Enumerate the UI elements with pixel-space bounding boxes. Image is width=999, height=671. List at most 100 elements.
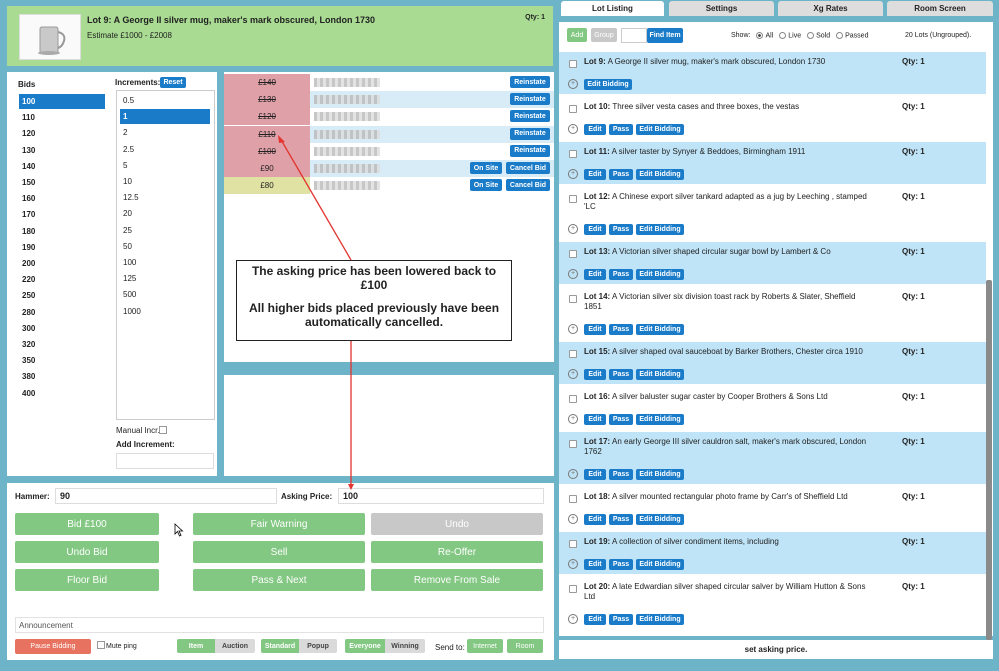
send-internet-button[interactable]: Internet <box>467 639 503 653</box>
on-site-button[interactable]: On Site <box>470 162 502 174</box>
pass-button[interactable]: Pass <box>609 124 633 135</box>
bid-option[interactable]: 300 <box>22 323 36 333</box>
pass-button[interactable]: Pass <box>609 559 633 570</box>
lot-checkbox[interactable] <box>569 250 577 258</box>
edit-bidding-button[interactable]: Edit Bidding <box>636 224 684 235</box>
increment-option[interactable]: 12.5 <box>123 193 139 203</box>
pass-button[interactable]: Pass <box>609 269 633 280</box>
lot-row[interactable]: Lot 17: An early George III silver cauld… <box>559 432 986 484</box>
zoom-icon[interactable]: + <box>568 269 578 279</box>
increment-option[interactable]: 2 <box>123 128 128 138</box>
manual-incr-checkbox[interactable] <box>159 426 167 434</box>
increment-option[interactable]: 25 <box>123 225 132 235</box>
lot-checkbox[interactable] <box>569 60 577 68</box>
edit-bidding-button[interactable]: Edit Bidding <box>636 614 684 625</box>
edit-button[interactable]: Edit <box>584 324 606 335</box>
increment-option[interactable]: 1000 <box>123 306 141 316</box>
pass-next-button[interactable]: Pass & Next <box>193 569 365 591</box>
edit-button[interactable]: Edit <box>584 514 606 525</box>
bid-option[interactable]: 140 <box>22 161 36 171</box>
zoom-icon[interactable]: + <box>568 614 578 624</box>
bid-option[interactable]: 130 <box>22 145 36 155</box>
zoom-icon[interactable]: + <box>568 559 578 569</box>
edit-bidding-button[interactable]: Edit Bidding <box>636 169 684 180</box>
pass-button[interactable]: Pass <box>609 324 633 335</box>
edit-button[interactable]: Edit <box>584 559 606 570</box>
undo-button[interactable]: Undo <box>371 513 543 535</box>
increment-option[interactable]: 125 <box>123 274 137 284</box>
add-button[interactable]: Add <box>567 28 587 42</box>
tab-lot-listing[interactable]: Lot Listing <box>561 1 664 16</box>
bid-option[interactable]: 250 <box>22 291 36 301</box>
pass-button[interactable]: Pass <box>609 169 633 180</box>
item-option[interactable]: Item <box>177 639 215 653</box>
lot-row[interactable]: Lot 20: A late Edwardian silver shaped c… <box>559 577 986 629</box>
bid-option[interactable]: 380 <box>22 372 36 382</box>
everyone-option[interactable]: Everyone <box>345 639 385 653</box>
increment-option[interactable]: 10 <box>123 177 132 186</box>
show-passed-option[interactable]: Passed <box>836 32 868 39</box>
zoom-icon[interactable]: + <box>568 169 578 179</box>
edit-bidding-button[interactable]: Edit Bidding <box>636 124 684 135</box>
bid-option[interactable]: 160 <box>22 194 36 204</box>
lot-checkbox[interactable] <box>569 395 577 403</box>
bid-option[interactable]: 190 <box>22 242 36 252</box>
increment-option[interactable]: 0.5 <box>123 96 135 105</box>
bid-option[interactable]: 200 <box>22 259 36 268</box>
edit-bidding-button[interactable]: Edit Bidding <box>636 414 684 425</box>
increment-option[interactable]: 1 <box>120 109 210 125</box>
bid-option[interactable]: 110 <box>22 113 35 123</box>
edit-button[interactable]: Edit <box>584 169 606 180</box>
lot-checkbox[interactable] <box>569 585 577 593</box>
undo-bid-button[interactable]: Undo Bid <box>15 541 159 563</box>
pass-button[interactable]: Pass <box>609 614 633 625</box>
display-toggle[interactable]: Standard Popup <box>261 639 337 653</box>
reinstate-button[interactable]: Reinstate <box>510 127 550 140</box>
edit-bidding-button[interactable]: Edit Bidding <box>584 79 632 90</box>
zoom-icon[interactable]: + <box>568 124 578 134</box>
increment-option[interactable]: 50 <box>123 241 132 251</box>
lot-checkbox[interactable] <box>569 540 577 548</box>
lot-row[interactable]: Lot 16: A silver baluster sugar caster b… <box>559 387 986 429</box>
zoom-icon[interactable]: + <box>568 79 578 89</box>
reinstate-button[interactable]: Reinstate <box>510 110 550 123</box>
edit-bidding-button[interactable]: Edit Bidding <box>636 559 684 570</box>
edit-bidding-button[interactable]: Edit Bidding <box>636 324 684 335</box>
pause-bidding-button[interactable]: Pause Bidding <box>15 639 91 654</box>
announcement-field[interactable]: Announcement <box>15 617 544 633</box>
winning-option[interactable]: Winning <box>385 639 425 653</box>
lot-row[interactable]: Lot 10: Three silver vesta cases and thr… <box>559 97 986 139</box>
add-increment-input[interactable] <box>116 453 214 469</box>
pass-button[interactable]: Pass <box>609 514 633 525</box>
bid-option[interactable]: 170 <box>22 210 36 220</box>
pass-button[interactable]: Pass <box>609 469 633 480</box>
lot-row[interactable]: Lot 14: A Victorian silver six division … <box>559 287 986 339</box>
zoom-icon[interactable]: + <box>568 324 578 334</box>
lot-checkbox[interactable] <box>569 350 577 358</box>
find-item-input[interactable] <box>621 28 647 43</box>
increment-option[interactable]: 2.5 <box>123 144 135 154</box>
send-room-button[interactable]: Room <box>507 639 543 653</box>
show-filter[interactable]: Show: All Live Sold Passed <box>731 32 868 39</box>
edit-bidding-button[interactable]: Edit Bidding <box>636 369 684 380</box>
fair-warning-button[interactable]: Fair Warning <box>193 513 365 535</box>
zoom-icon[interactable]: + <box>568 469 578 479</box>
bid-option[interactable]: 220 <box>22 275 36 285</box>
zoom-icon[interactable]: + <box>568 224 578 234</box>
cancel-bid-button[interactable]: Cancel Bid <box>506 162 550 174</box>
sell-button[interactable]: Sell <box>193 541 365 563</box>
pass-button[interactable]: Pass <box>609 414 633 425</box>
lot-row[interactable]: Lot 13: A Victorian silver shaped circul… <box>559 242 986 284</box>
lot-row[interactable]: Lot 18: A silver mounted rectangular pho… <box>559 487 986 529</box>
increment-option[interactable]: 20 <box>123 209 132 219</box>
increment-option[interactable]: 5 <box>123 160 128 170</box>
bid-option[interactable]: 150 <box>22 178 36 187</box>
edit-button[interactable]: Edit <box>584 414 606 425</box>
edit-button[interactable]: Edit <box>584 614 606 625</box>
show-live-option[interactable]: Live <box>779 32 801 39</box>
edit-bidding-button[interactable]: Edit Bidding <box>636 514 684 525</box>
popup-option[interactable]: Popup <box>299 639 337 653</box>
lot-row[interactable]: Lot 12: A Chinese export silver tankard … <box>559 187 986 239</box>
bid-option[interactable]: 280 <box>22 307 36 317</box>
lot-checkbox[interactable] <box>569 295 577 303</box>
